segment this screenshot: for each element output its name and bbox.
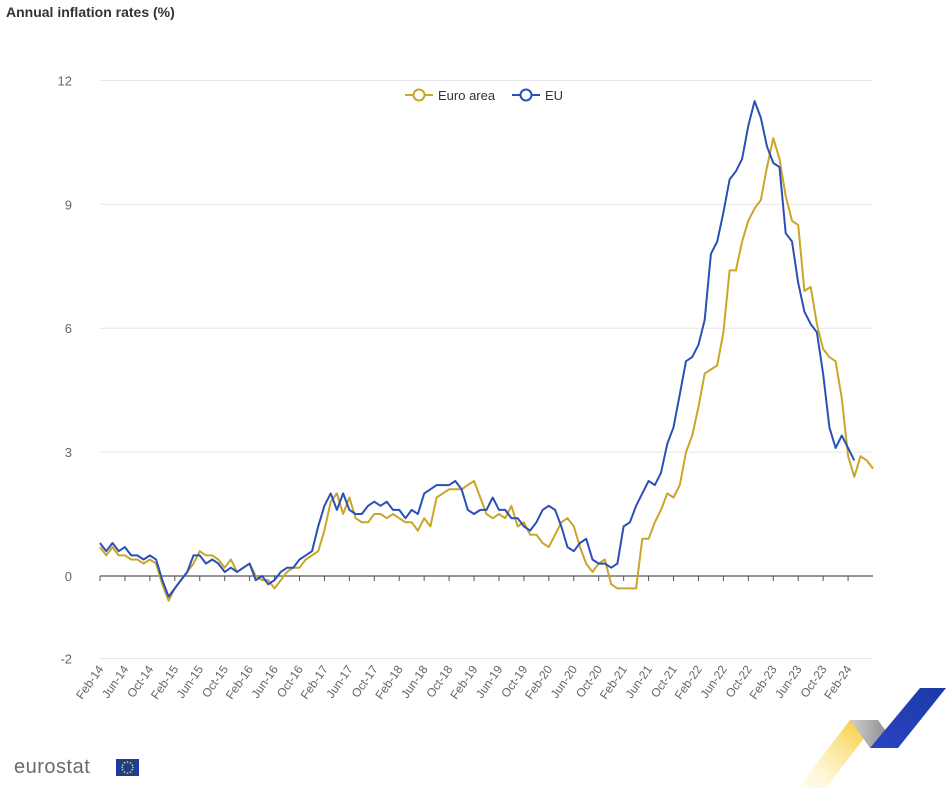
series-line-euro-area[interactable] [99, 137, 874, 602]
x-tick-label: Feb-21 [597, 662, 630, 701]
y-tick-label: 0 [65, 569, 72, 584]
y-tick-label: 6 [65, 321, 72, 336]
eurostat-logo: eurostat [14, 756, 91, 778]
legend-item-euro-area[interactable]: Euro area [405, 88, 496, 103]
x-tick-label: Feb-19 [447, 662, 480, 701]
y-tick-label: -2 [60, 652, 72, 667]
x-tick-label: Feb-22 [672, 662, 705, 701]
x-tick-label: Feb-18 [372, 662, 405, 701]
x-axis-ticks: Feb-14Jun-14Oct-14Feb-15Jun-15Oct-15Feb-… [73, 576, 855, 702]
legend-label: Euro area [438, 88, 496, 103]
series-line-eu[interactable] [99, 100, 856, 598]
y-tick-label: 12 [58, 73, 72, 88]
y-tick-label: 3 [65, 445, 72, 460]
legend[interactable]: Euro area EU [405, 88, 563, 103]
chart-title: Annual inflation rates (%) [6, 4, 175, 20]
x-tick-label: Feb-20 [522, 662, 555, 701]
x-tick-label: Feb-14 [73, 662, 106, 701]
legend-label: EU [545, 88, 563, 103]
legend-item-eu[interactable]: EU [512, 88, 563, 103]
eu-flag-icon [116, 759, 139, 776]
x-tick-label: Feb-23 [746, 662, 779, 701]
series-lines [99, 100, 874, 602]
gridlines [100, 79, 873, 660]
y-axis-ticks: -2 0 3 6 9 12 [58, 73, 72, 666]
x-tick-label: Feb-16 [223, 662, 256, 701]
legend-marker [412, 88, 426, 102]
legend-marker [519, 88, 533, 102]
y-tick-label: 9 [65, 197, 72, 212]
x-tick-label: Feb-15 [148, 662, 181, 701]
decorative-chevron-graphic [798, 688, 946, 788]
x-tick-label: Feb-17 [298, 662, 331, 701]
